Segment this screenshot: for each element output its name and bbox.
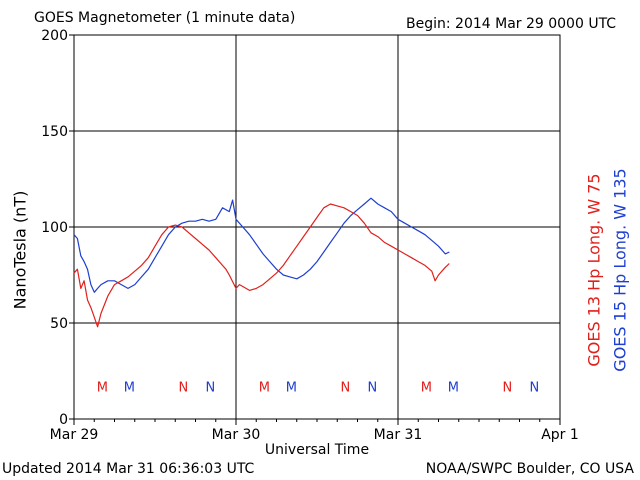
updated-timestamp: Updated 2014 Mar 31 06:36:03 UTC bbox=[2, 461, 255, 477]
chart-title: GOES Magnetometer (1 minute data) bbox=[34, 10, 296, 26]
x-tick-label: Mar 30 bbox=[212, 427, 261, 443]
marker-m: M bbox=[421, 380, 432, 395]
y-tick-label: 150 bbox=[41, 124, 68, 140]
plot-frame bbox=[73, 34, 561, 420]
x-tick-label: Mar 29 bbox=[50, 427, 99, 443]
marker-m: M bbox=[124, 380, 135, 395]
marker-m: M bbox=[97, 380, 108, 395]
marker-n: N bbox=[178, 380, 188, 395]
marker-n: N bbox=[529, 380, 539, 395]
credit-label: NOAA/SWPC Boulder, CO USA bbox=[425, 461, 634, 477]
marker-n: N bbox=[340, 380, 350, 395]
y-tick-label: 0 bbox=[59, 412, 68, 428]
marker-m: M bbox=[286, 380, 297, 395]
series-line-goes13 bbox=[73, 203, 450, 328]
marker-n: N bbox=[502, 380, 512, 395]
marker-n: N bbox=[205, 380, 215, 395]
marker-m: M bbox=[448, 380, 459, 395]
begin-time-label: Begin: 2014 Mar 29 0000 UTC bbox=[406, 16, 617, 32]
y-tick-label: 200 bbox=[41, 28, 68, 44]
x-tick-label: Mar 31 bbox=[374, 427, 423, 443]
y-tick-label: 50 bbox=[50, 316, 68, 332]
marker-m: M bbox=[259, 380, 270, 395]
series-line-goes15 bbox=[73, 197, 450, 293]
y-tick-label: 100 bbox=[41, 220, 68, 236]
x-axis-label: Universal Time bbox=[265, 442, 369, 458]
marker-n: N bbox=[367, 380, 377, 395]
x-tick-label: Apr 1 bbox=[541, 427, 579, 443]
